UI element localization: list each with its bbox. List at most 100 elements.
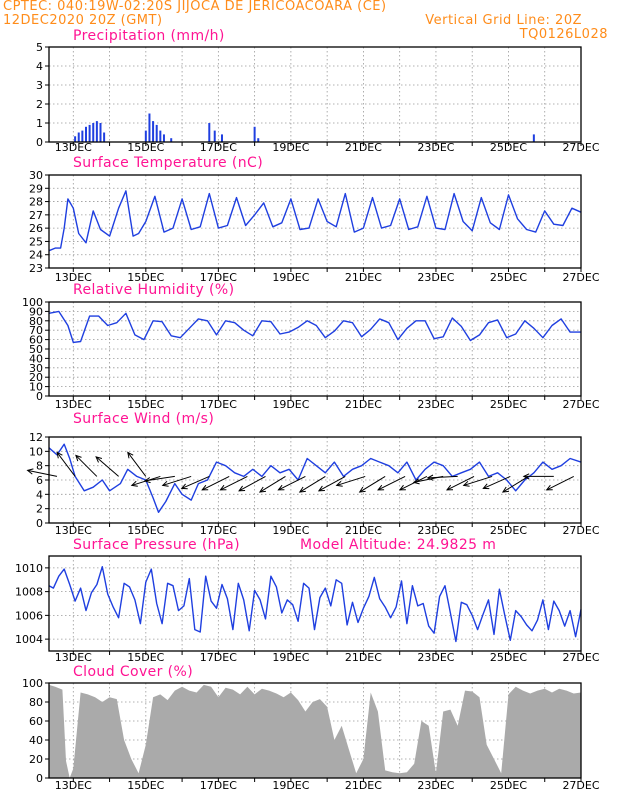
x-tick-label: 21DEC <box>345 524 382 537</box>
x-tick-label: 15DEC <box>127 271 164 284</box>
wind-arrow-head <box>143 477 151 484</box>
panel-title-cloud: Cloud Cover (%) <box>73 664 193 680</box>
x-tick-label: 21DEC <box>345 651 382 664</box>
panel-title-precipitation: Precipitation (mm/h) <box>73 28 225 44</box>
wind-arrow-head <box>277 484 285 491</box>
panel-title-pressure: Surface Pressure (hPa) <box>73 537 240 553</box>
precip-bar <box>88 124 91 142</box>
x-tick-label: 21DEC <box>345 271 382 284</box>
y-tick-label: 3 <box>36 79 43 92</box>
panel-title-temperature: Surface Temperature (nC) <box>73 155 263 171</box>
x-tick-label: 13DEC <box>55 271 92 284</box>
wind-arrow-head <box>358 486 366 493</box>
x-tick-label: 19DEC <box>272 779 309 792</box>
x-tick-label: 27DEC <box>562 651 599 664</box>
x-tick-label: 25DEC <box>490 141 527 154</box>
y-tick-label: 40 <box>29 352 43 365</box>
x-tick-label: 13DEC <box>55 779 92 792</box>
precip-bar <box>170 138 173 142</box>
precip-bar <box>84 126 87 142</box>
wind-arrow <box>27 469 58 477</box>
precip-bar <box>92 123 95 142</box>
wind-arrow-head <box>26 468 34 475</box>
x-tick-label: 15DEC <box>127 141 164 154</box>
y-tick-label: 1008 <box>15 586 43 599</box>
wind-arrow-head <box>219 484 227 491</box>
x-tick-label: 13DEC <box>55 141 92 154</box>
wind-arrow <box>75 455 98 477</box>
y-tick-label: 100 <box>22 296 43 309</box>
x-tick-label: 27DEC <box>562 779 599 792</box>
precip-bar <box>77 132 80 142</box>
y-tick-label: 2 <box>36 503 43 516</box>
y-tick-label: 5 <box>36 41 43 54</box>
precip-bar <box>148 113 151 142</box>
x-tick-label: 23DEC <box>417 141 454 154</box>
panel-title-wind: Surface Wind (m/s) <box>73 411 214 427</box>
y-tick-label: 100 <box>22 677 43 690</box>
x-tick-label: 15DEC <box>127 524 164 537</box>
wind-arrow <box>181 475 210 489</box>
wind-arrow <box>259 475 286 493</box>
y-tick-label: 2 <box>36 98 43 111</box>
wind-arrow <box>127 452 147 477</box>
wind-arrow-head <box>127 451 134 459</box>
x-tick-label: 17DEC <box>200 398 237 411</box>
y-tick-label: 26 <box>29 222 43 235</box>
panel-frame-temperature <box>48 174 582 269</box>
precip-bar <box>152 121 155 142</box>
x-tick-label: 13DEC <box>55 398 92 411</box>
x-tick-label: 15DEC <box>127 779 164 792</box>
wind-arrow <box>202 475 230 491</box>
y-tick-label: 20 <box>29 753 43 766</box>
precip-bar <box>144 130 147 142</box>
wind-arrow <box>463 475 493 486</box>
x-tick-label: 23DEC <box>417 398 454 411</box>
precip-bar <box>257 138 260 142</box>
x-tick-label: 23DEC <box>417 271 454 284</box>
y-tick-label: 30 <box>29 169 43 182</box>
wind-arrow-head <box>501 486 509 493</box>
wind-arrow <box>56 452 76 477</box>
y-tick-label: 1010 <box>15 562 43 575</box>
x-tick-label: 17DEC <box>200 524 237 537</box>
precip-bar <box>532 134 535 142</box>
x-tick-label: 17DEC <box>200 651 237 664</box>
x-tick-label: 27DEC <box>562 141 599 154</box>
wind-arrow <box>318 475 346 492</box>
wind-arrow <box>427 475 458 479</box>
y-tick-label: 27 <box>29 209 43 222</box>
wind-arrow-head <box>398 484 406 491</box>
x-tick-label: 19DEC <box>272 271 309 284</box>
x-tick-label: 25DEC <box>490 524 527 537</box>
wind-arrow <box>299 475 326 493</box>
y-tick-label: 70 <box>29 324 43 337</box>
x-tick-label: 25DEC <box>490 779 527 792</box>
precip-bar <box>213 130 216 142</box>
wind-arrow-head <box>161 480 169 487</box>
wind-arrow <box>502 475 529 493</box>
y-tick-label: 80 <box>29 696 43 709</box>
wind-arrow-head <box>180 483 188 490</box>
wind-series-line <box>48 443 582 513</box>
x-tick-label: 23DEC <box>417 651 454 664</box>
x-tick-label: 25DEC <box>490 271 527 284</box>
x-tick-label: 25DEC <box>490 398 527 411</box>
x-tick-label: 17DEC <box>200 141 237 154</box>
x-tick-label: 17DEC <box>200 271 237 284</box>
y-tick-label: 1006 <box>15 609 43 622</box>
x-tick-label: 27DEC <box>562 524 599 537</box>
x-tick-label: 23DEC <box>417 524 454 537</box>
y-tick-label: 4 <box>36 60 43 73</box>
wind-arrow-head <box>445 484 454 491</box>
cloud-cover-area <box>49 684 581 778</box>
x-tick-label: 25DEC <box>490 651 527 664</box>
y-tick-label: 8 <box>36 460 43 473</box>
wind-arrow <box>95 456 119 477</box>
x-tick-label: 15DEC <box>127 398 164 411</box>
header-datetime: 12DEC2020 20Z (GMT) <box>3 13 163 28</box>
y-tick-label: 40 <box>29 734 43 747</box>
wind-arrow-head <box>377 484 385 491</box>
y-tick-label: 10 <box>29 445 43 458</box>
